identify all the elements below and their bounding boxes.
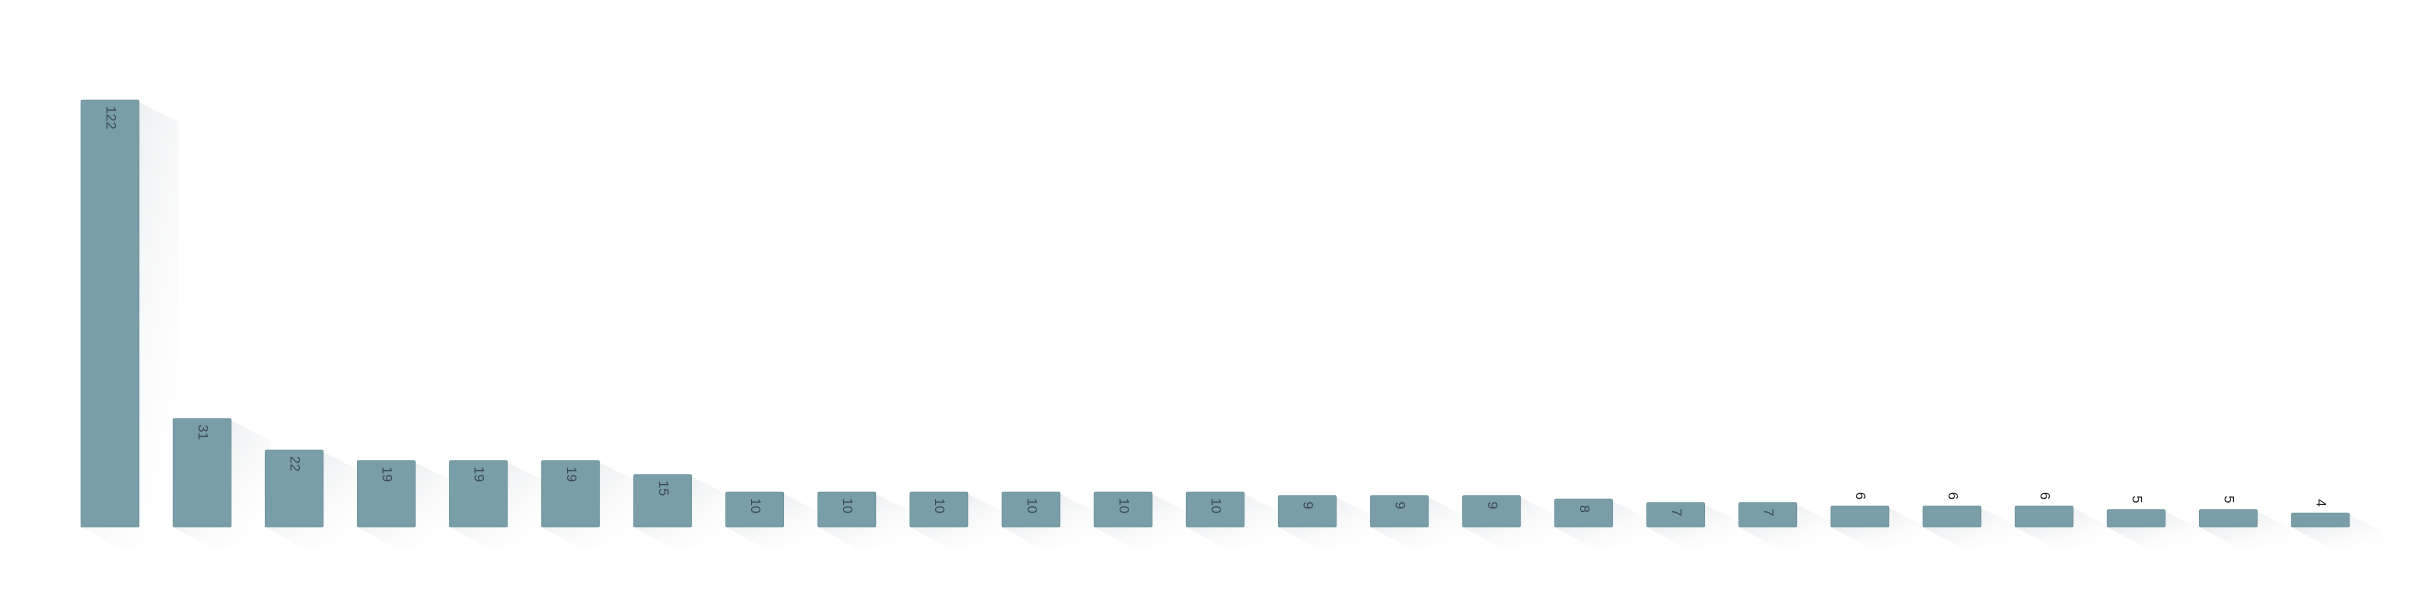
bar [2014,505,2074,528]
bar [1922,505,1982,528]
bar [633,474,692,528]
bar [449,460,508,528]
bar-data-label: 6 [1853,492,1869,500]
bar-data-label: 10 [1208,498,1224,514]
bar-shadow [1923,508,2021,549]
bar-shadow [2015,508,2114,549]
bar-data-label: 10 [932,498,948,514]
bar-data-label: 9 [1301,502,1317,510]
bar [172,418,232,528]
bar-data-label: 10 [1116,498,1132,514]
bar-data-labels: 122 31 22 19 19 19 15 10 10 10 10 10 10 9 9 9 8 7 7 6 6 6 5 5 4 [103,106,2329,517]
bar-data-label: 5 [2129,496,2145,504]
bar [725,491,785,528]
bar-shadow [1830,508,1929,549]
bar [1370,495,1429,528]
bar-data-label: 122 [103,106,119,130]
bar-data-label: 7 [1669,509,1685,517]
bar-data-label: 6 [2037,492,2053,500]
bar-data-label: 31 [195,425,211,441]
bar-data-label: 19 [564,467,580,483]
bar [2291,512,2350,528]
bar-shadows [81,102,2390,549]
bar [1278,495,1337,528]
bar-data-label: 7 [1761,509,1777,517]
bar [1738,502,1798,528]
bar-data-label: 9 [1393,502,1409,510]
bar [1001,491,1061,528]
bar-data-label: 10 [1024,498,1040,514]
bar [2199,509,2258,528]
bar [1646,502,1705,528]
bar-data-label: 9 [1485,502,1501,510]
bar-data-label: 19 [472,467,488,483]
bar-data-label: 19 [380,467,396,483]
bar-data-label: 5 [2222,496,2238,504]
bar-data-label: 10 [748,498,764,514]
bar [541,460,600,528]
bar [80,99,140,528]
bar [909,491,969,528]
bar-data-label: 6 [1945,492,1961,500]
bar [2106,509,2166,528]
bar [817,491,877,528]
bar [1462,495,1521,528]
bar [1554,498,1613,528]
bar-data-label: 15 [656,481,672,497]
bar [356,460,416,528]
bar [264,449,324,528]
bar-data-label: 8 [1577,505,1593,513]
bar [1093,491,1153,528]
bar [1185,491,1245,528]
bar [1830,505,1890,528]
bar-data-label: 10 [840,498,856,514]
bar-data-label: 22 [287,456,303,472]
bar-data-label: 4 [2314,499,2330,507]
bar-series [80,99,2350,528]
